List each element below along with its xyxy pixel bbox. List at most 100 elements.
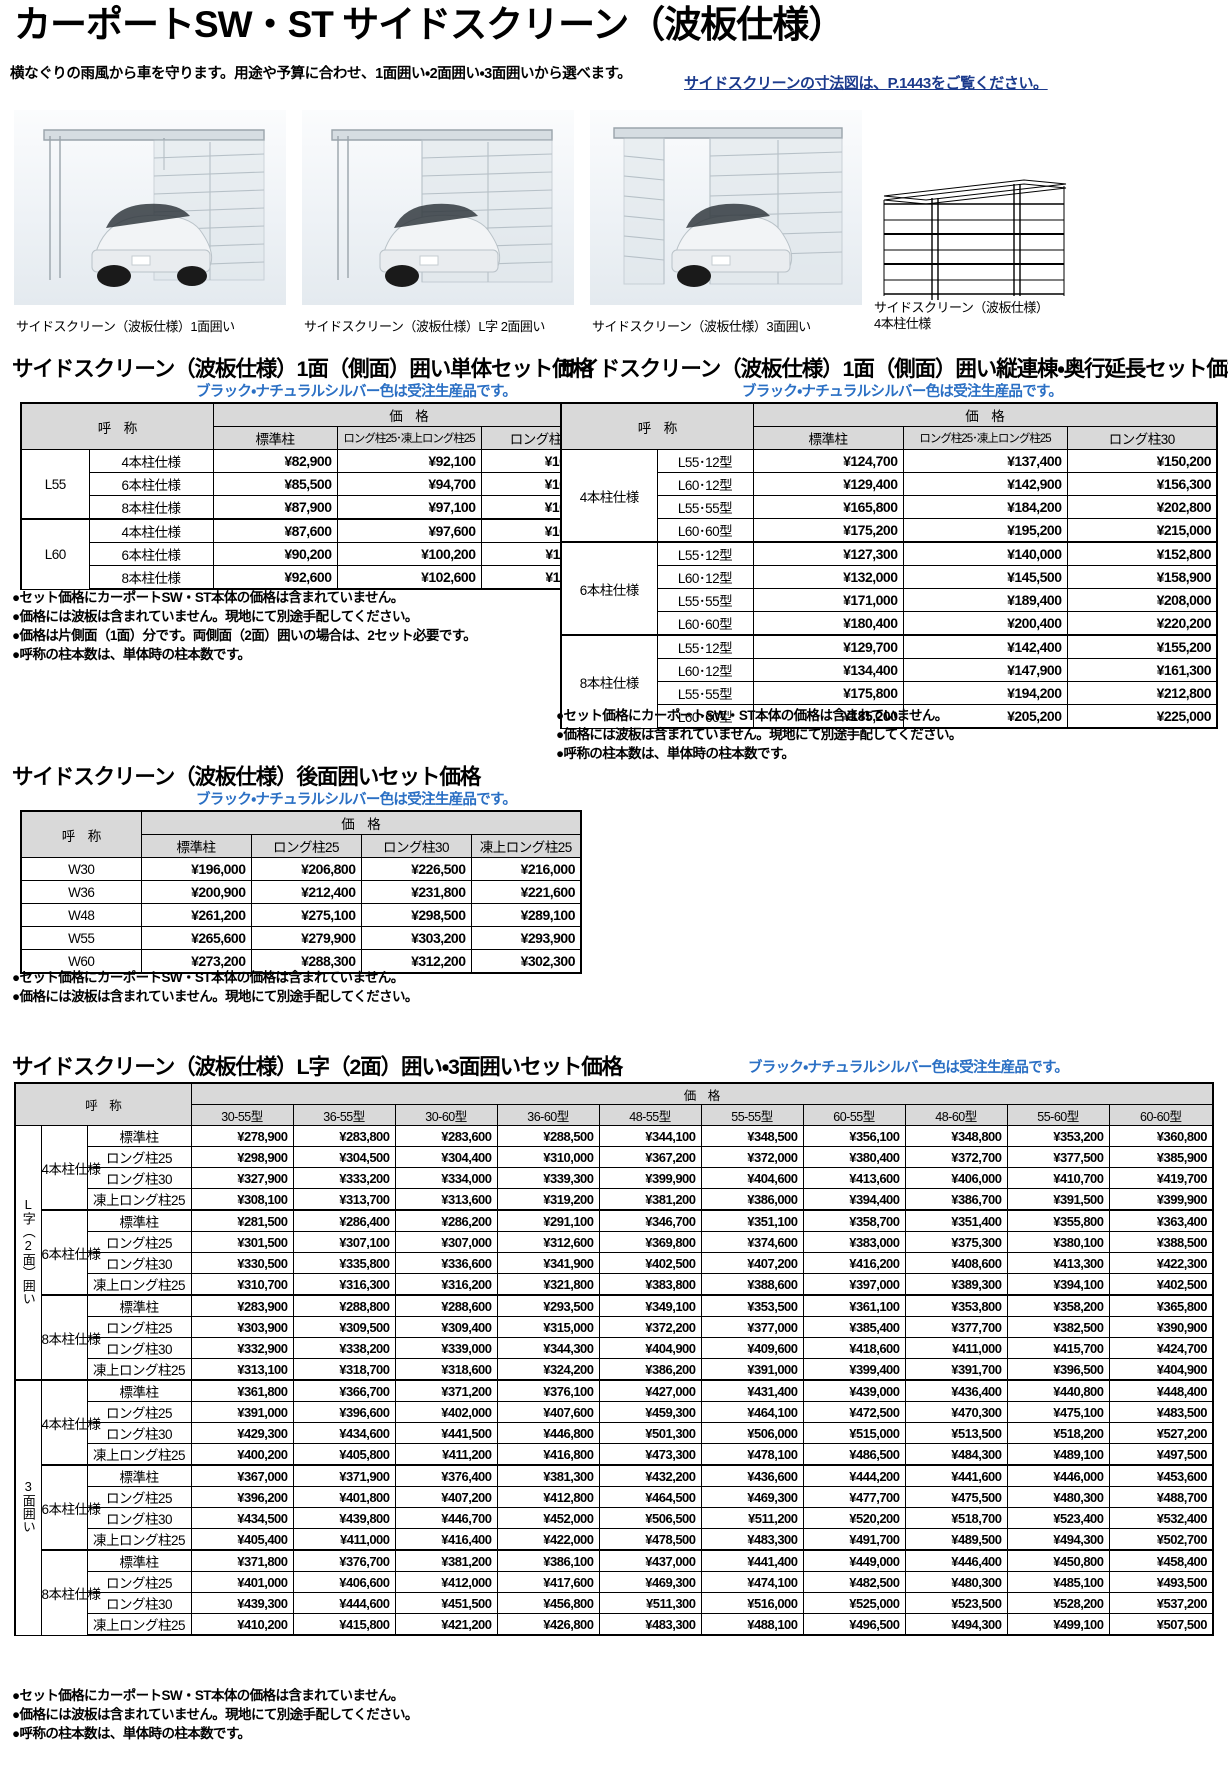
price-cell: ¥407,600 [496,1401,600,1423]
price-cell: ¥288,800 [292,1294,396,1317]
price-cell: ¥477,700 [802,1486,906,1508]
price-cell: ¥390,900 [1108,1316,1215,1338]
price-table-rear: 呼 称 価 格 標準柱 ロング柱25 ロング柱30 凍上ロング柱25 W30 ¥1… [20,810,582,974]
price-cell: ¥431,400 [700,1379,804,1402]
post-type-label: 凍上ロング柱25 [86,1613,192,1636]
dimension-drawing-reference-link[interactable]: サイドスクリーンの寸法図は、P.1443をご覧ください。 [684,75,1048,92]
price-cell: ¥496,500 [802,1613,906,1636]
price-cell: ¥380,100 [1006,1231,1110,1253]
spec-label: L60･60型 [656,518,754,543]
price-cell: ¥446,800 [496,1422,600,1444]
price-cell: ¥494,300 [904,1613,1008,1636]
price-cell: ¥360,800 [1108,1125,1215,1147]
price-cell: ¥456,800 [496,1592,600,1614]
diagram-caption-line2: 4本柱仕様 [874,316,931,332]
price-cell: ¥87,900 [212,495,338,520]
price-cell: ¥489,500 [904,1528,1008,1551]
post-type-label: 標準柱 [86,1294,192,1317]
photo-2-side-screen [302,110,574,305]
price-cell: ¥281,500 [190,1209,294,1232]
col-header-price: 価 格 [212,402,606,427]
price-cell: ¥137,400 [902,449,1068,473]
price-cell: ¥90,200 [212,542,338,566]
table-row: ロング柱25 ¥298,900 ¥304,500 ¥304,400 ¥310,000 ¥3… [15,1146,1215,1168]
price-cell: ¥469,300 [700,1486,804,1508]
price-cell: ¥506,000 [700,1422,804,1444]
price-cell: ¥469,300 [598,1571,702,1593]
price-cell: ¥327,900 [190,1167,294,1189]
spec-label: 6本柱仕様 [88,542,214,566]
price-cell: ¥324,200 [496,1358,600,1381]
price-cell: ¥483,300 [598,1613,702,1636]
price-cell: ¥516,000 [700,1592,804,1614]
price-cell: ¥410,200 [190,1613,294,1636]
price-cell: ¥411,000 [904,1337,1008,1359]
price-cell: ¥489,100 [1006,1443,1110,1466]
spec-label: 4本柱仕様 [88,449,214,473]
price-cell: ¥361,800 [190,1379,294,1402]
price-cell: ¥309,500 [292,1316,396,1338]
row-name: W48 [20,903,142,927]
price-cell: ¥422,000 [496,1528,600,1551]
price-cell: ¥100,200 [336,542,482,566]
note-item-0: ●セット価格にカーポートSW・ST本体の価格は含まれていません。 [12,1688,404,1703]
price-cell: ¥273,200 [140,949,252,974]
price-cell: ¥348,500 [700,1125,804,1147]
row-name: W60 [20,949,142,974]
price-cell: ¥473,300 [598,1443,702,1466]
price-cell: ¥346,700 [598,1209,702,1232]
section-label-text: 3面囲い [20,1479,36,1534]
price-cell: ¥353,800 [904,1294,1008,1317]
carport-illustration-2 [331,129,553,287]
price-cell: ¥523,500 [904,1592,1008,1614]
price-cell: ¥415,800 [292,1613,396,1636]
price-cell: ¥406,000 [904,1167,1008,1189]
note-item-0: ●セット価格にカーポートSW・ST本体の価格は含まれていません。 [12,970,404,985]
table-row: 6本柱仕様¥85,500¥94,700¥104,000 [21,472,606,496]
price-cell: ¥451,500 [394,1592,498,1614]
price-cell: ¥419,700 [1108,1167,1215,1189]
post-type-label: 凍上ロング柱25 [86,1188,192,1211]
col-header-long25-frost25: ロング柱25･凍上ロング柱25 [336,426,482,450]
price-cell: ¥464,500 [598,1486,702,1508]
group-label: 4本柱仕様 [560,449,658,543]
price-cell: ¥341,900 [496,1252,600,1274]
price-cell: ¥371,200 [394,1379,498,1402]
table-row: 6本柱仕様 標準柱 ¥367,000 ¥371,900 ¥376,400 ¥381,300… [15,1464,1215,1551]
notes-extend: ●セット価格にカーポートSW・ST本体の価格は含まれていません。 ●価格には波板は… [556,706,962,763]
price-cell: ¥511,200 [700,1507,804,1529]
price-cell: ¥497,500 [1108,1443,1215,1466]
price-cell: ¥372,700 [904,1146,1008,1168]
price-cell: ¥413,300 [1006,1252,1110,1274]
table-row: ロング柱25 ¥301,500 ¥307,100 ¥307,000 ¥312,600 ¥3… [15,1231,1215,1253]
price-cell: ¥313,600 [394,1188,498,1211]
price-table-extend: 呼 称 価 格 標準柱 ロング柱25･凍上ロング柱25 ロング柱30 4本柱仕様… [560,402,1218,729]
price-cell: ¥396,200 [190,1486,294,1508]
price-cell: ¥298,900 [190,1146,294,1168]
model-type-header-row: 30-55型 36-55型 30-60型 36-60型 48-55型 55-55型 60-5… [15,1104,1215,1126]
price-cell: ¥391,000 [190,1401,294,1423]
price-cell: ¥298,500 [360,903,472,927]
price-cell: ¥377,500 [1006,1146,1110,1168]
price-cell: ¥351,400 [904,1209,1008,1232]
note-item-1: ●価格には波板は含まれていません。現地にて別途手配してください。 [12,1707,418,1723]
col-header-long30: ロング柱30 [360,834,472,858]
price-cell: ¥484,300 [904,1443,1008,1466]
price-cell: ¥388,600 [700,1273,804,1296]
price-cell: ¥417,600 [496,1571,600,1593]
price-cell: ¥453,600 [1108,1464,1215,1487]
price-cell: ¥485,100 [1006,1571,1110,1593]
price-cell: ¥132,000 [752,565,904,589]
price-cell: ¥336,600 [394,1252,498,1274]
group-label: 6本柱仕様 [560,541,658,636]
price-cell: ¥412,800 [496,1486,600,1508]
price-cell: ¥231,800 [360,880,472,904]
note-item-0: ●セット価格にカーポートSW・ST本体の価格は含まれていません。 [12,590,404,605]
price-cell: ¥411,200 [394,1443,498,1466]
price-cell: ¥440,800 [1006,1379,1110,1402]
price-cell: ¥332,900 [190,1337,294,1359]
price-cell: ¥464,100 [700,1401,804,1423]
table-row: ロング柱30 ¥429,300 ¥434,600 ¥441,500 ¥446,800 ¥5… [15,1422,1215,1444]
price-cell: ¥381,200 [394,1549,498,1572]
